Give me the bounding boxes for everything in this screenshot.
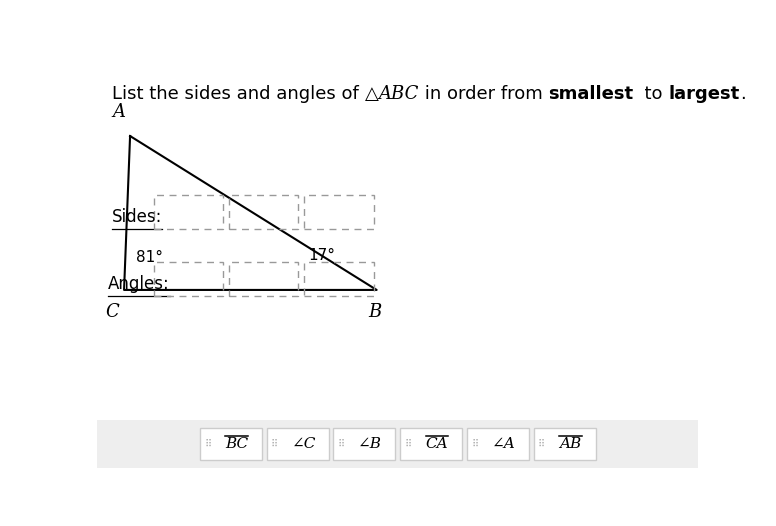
Text: ⠿: ⠿ — [204, 439, 211, 449]
Text: smallest: smallest — [549, 85, 633, 104]
Text: ∠A: ∠A — [492, 437, 516, 451]
Text: .: . — [740, 85, 746, 104]
Text: AB: AB — [559, 437, 582, 451]
Text: ABC: ABC — [379, 85, 419, 104]
Text: ⠿: ⠿ — [538, 439, 545, 449]
Text: A: A — [113, 103, 126, 120]
Text: ⠿: ⠿ — [404, 439, 411, 449]
Text: ⠿: ⠿ — [338, 439, 345, 449]
Bar — [400, 428, 462, 460]
Bar — [467, 428, 528, 460]
Bar — [230, 261, 299, 296]
Text: ∠B: ∠B — [359, 437, 383, 451]
Text: List the sides and angles of: List the sides and angles of — [112, 85, 365, 104]
Text: Angles:: Angles: — [108, 275, 170, 293]
Text: 81°: 81° — [136, 250, 163, 265]
Text: largest: largest — [669, 85, 740, 104]
Bar — [230, 195, 299, 229]
Text: BC: BC — [225, 437, 248, 451]
Bar — [267, 428, 328, 460]
Bar — [97, 420, 698, 468]
Text: to: to — [633, 85, 669, 104]
Text: ∠C: ∠C — [292, 437, 316, 451]
Bar — [304, 261, 373, 296]
Bar — [534, 428, 595, 460]
Text: C: C — [106, 303, 119, 321]
Text: CA: CA — [426, 437, 449, 451]
Bar — [334, 428, 395, 460]
Text: B: B — [369, 303, 382, 321]
Text: Sides:: Sides: — [112, 208, 162, 226]
Text: △: △ — [365, 85, 379, 104]
Bar — [154, 261, 223, 296]
Bar — [154, 195, 223, 229]
Bar — [200, 428, 262, 460]
Text: ⠿: ⠿ — [271, 439, 278, 449]
Bar — [304, 195, 373, 229]
Text: in order from: in order from — [419, 85, 549, 104]
Text: ⠿: ⠿ — [471, 439, 478, 449]
Text: 17°: 17° — [309, 248, 336, 263]
